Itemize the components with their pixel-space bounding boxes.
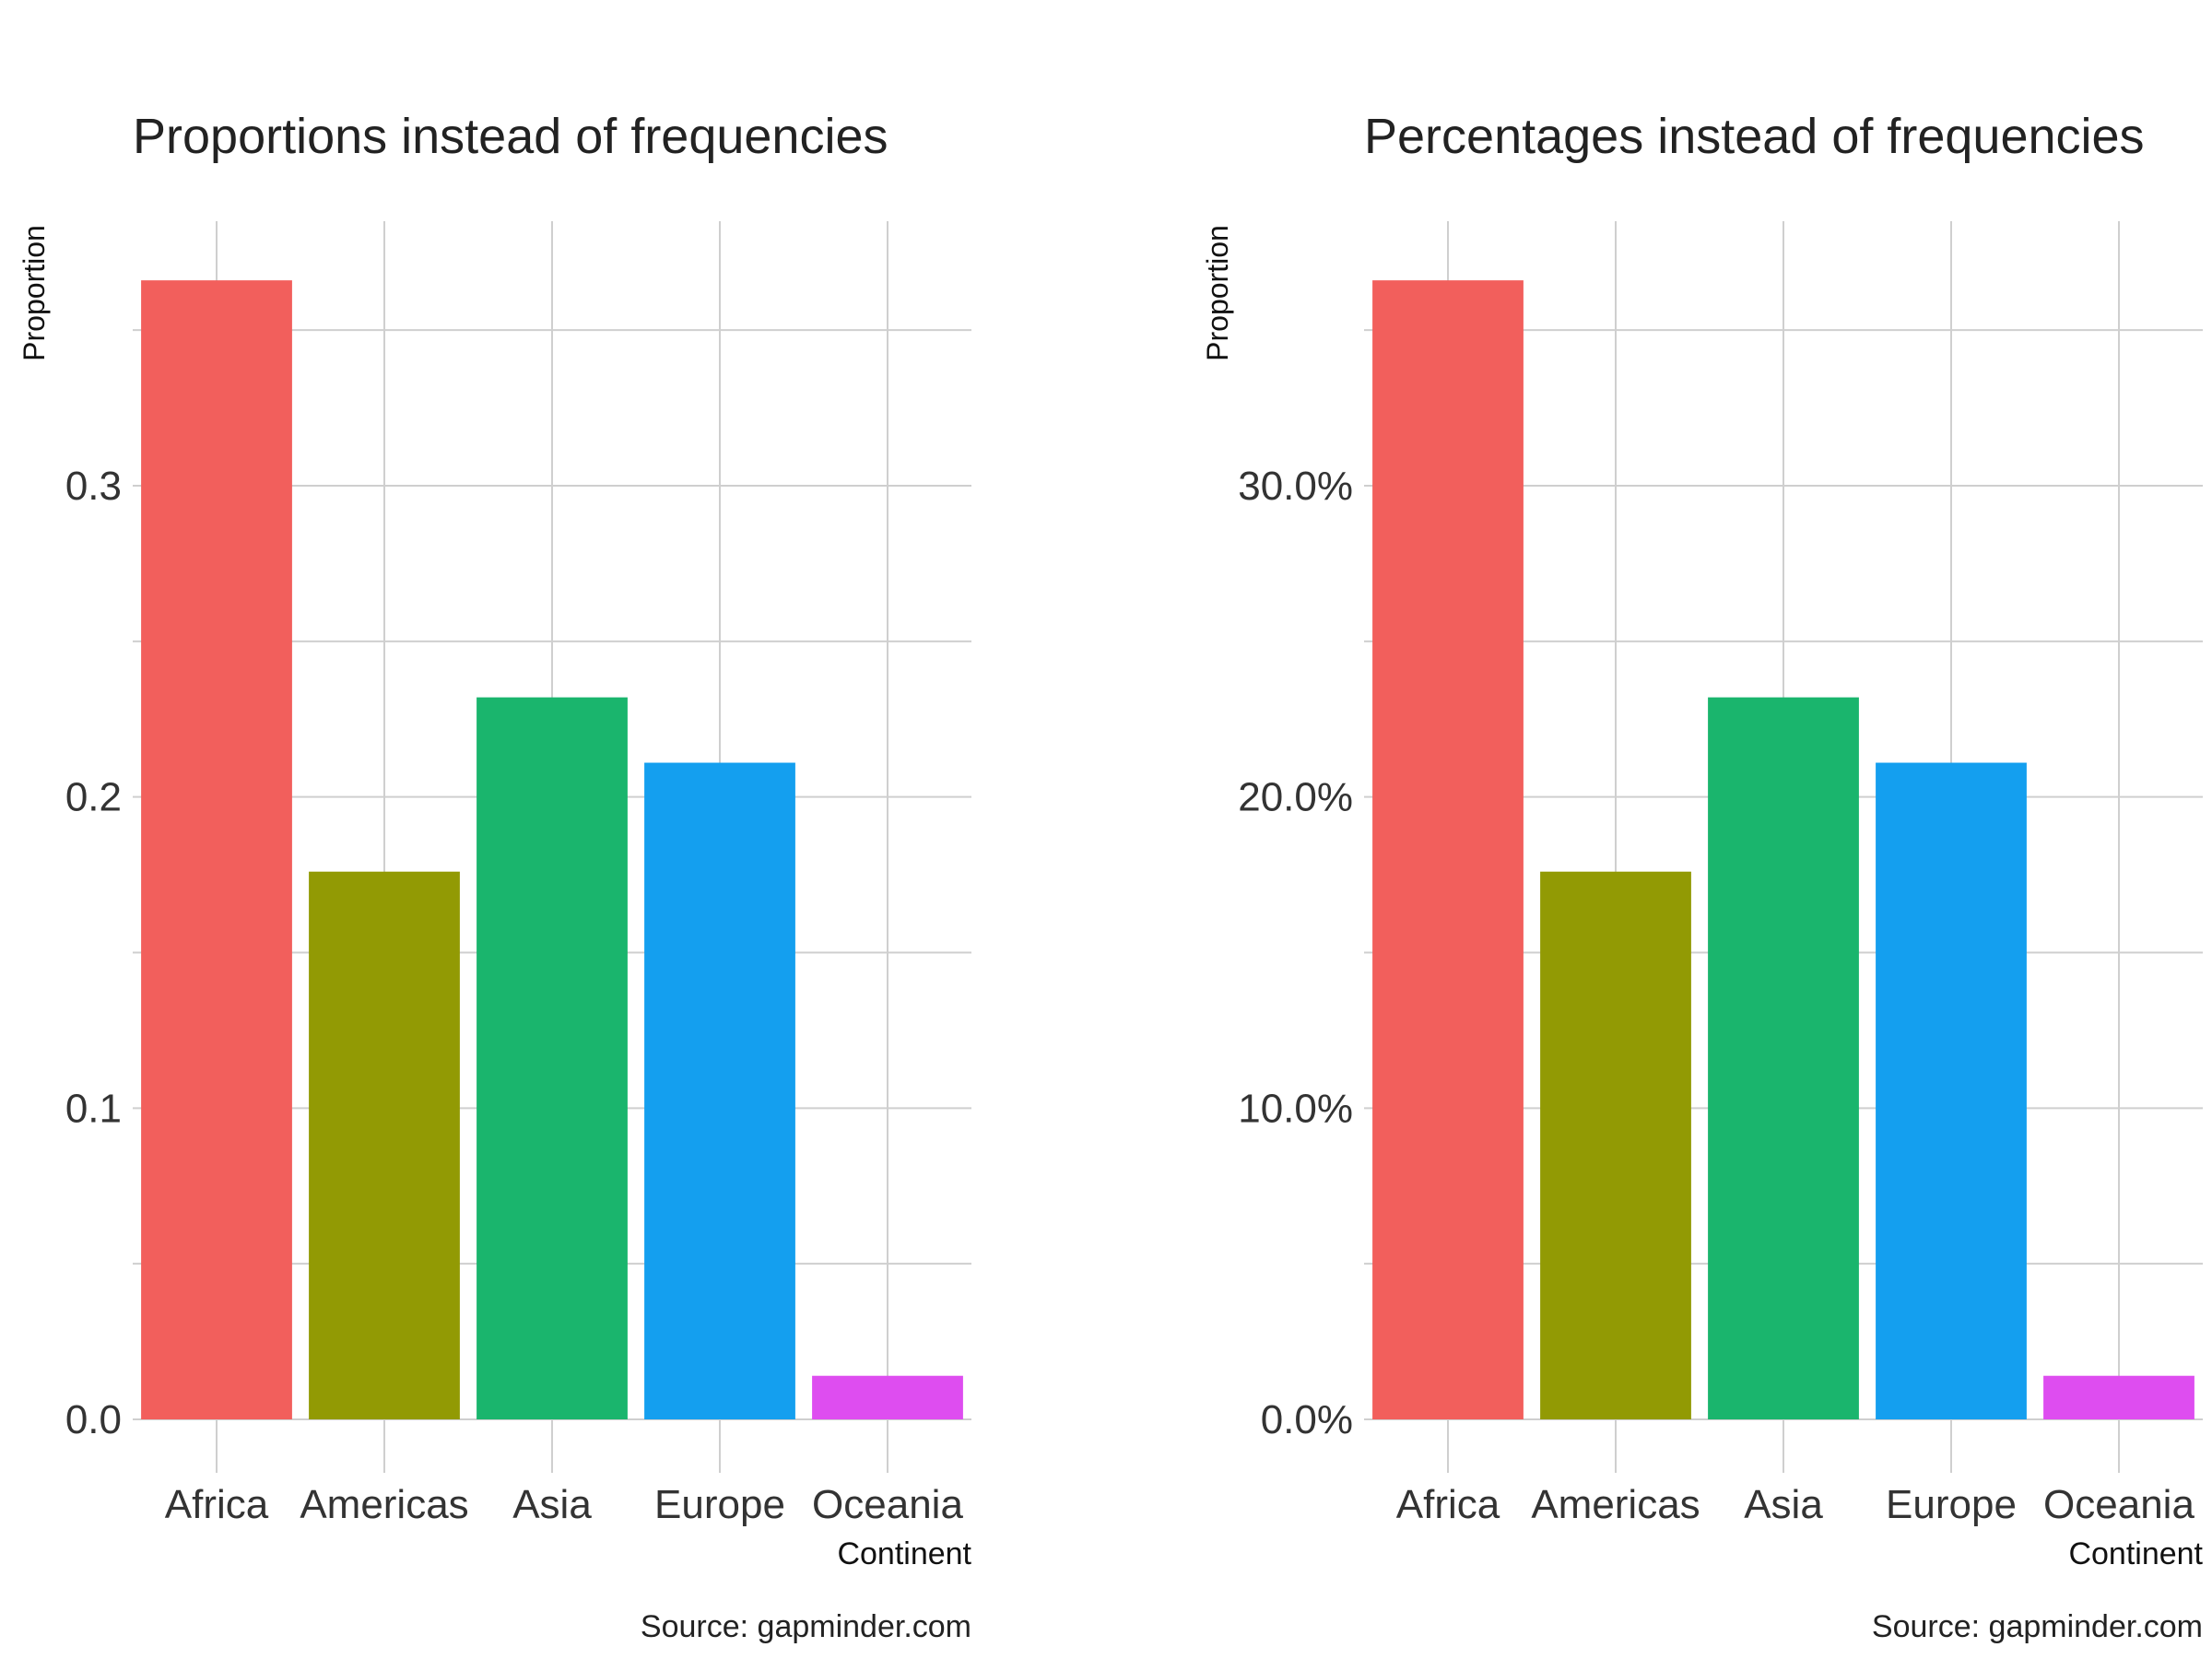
bar-americas xyxy=(1540,871,1691,1419)
x-axis-label: Continent xyxy=(837,1536,971,1571)
y-tick-label: 0.0% xyxy=(1261,1397,1353,1442)
chart-svg-percentages: 0.0% 10.0% 20.0% 30.0% Africa Americas Asia Eu… xyxy=(1201,109,2204,1644)
x-tick-labels: Africa Americas Asia Europe Oceania xyxy=(1396,1482,2195,1527)
chart-title: Percentages instead of frequencies xyxy=(1364,109,2145,164)
x-tick-label: Africa xyxy=(1396,1482,1500,1527)
source-caption: Source: gapminder.com xyxy=(641,1609,971,1644)
x-tick-label: Americas xyxy=(1531,1482,1700,1527)
y-tick-label: 0.3 xyxy=(65,464,122,509)
y-axis-label: Proportion xyxy=(18,225,51,361)
y-tick-label: 30.0% xyxy=(1238,464,1353,509)
bar-africa xyxy=(141,280,292,1419)
x-tick-labels: Africa Americas Asia Europe Oceania xyxy=(165,1482,964,1527)
y-tick-label: 20.0% xyxy=(1238,775,1353,820)
x-axis-label: Continent xyxy=(2068,1536,2203,1571)
bar-europe xyxy=(644,762,795,1419)
y-tick-labels: 0.0% 10.0% 20.0% 30.0% xyxy=(1238,464,1353,1442)
bar-asia xyxy=(1708,697,1859,1419)
bar-asia xyxy=(477,697,628,1419)
bar-africa xyxy=(1372,280,1524,1419)
x-tick-label: Oceania xyxy=(2043,1482,2194,1527)
source-caption: Source: gapminder.com xyxy=(1872,1609,2203,1644)
x-tick-label: Europe xyxy=(654,1482,785,1527)
x-tick-label: Asia xyxy=(512,1482,592,1527)
x-tick-label: Oceania xyxy=(812,1482,963,1527)
x-tick-label: Americas xyxy=(300,1482,468,1527)
x-tick-label: Africa xyxy=(165,1482,269,1527)
bars xyxy=(1372,280,2194,1419)
chart-panel-percentages: 0.0% 10.0% 20.0% 30.0% Africa Americas Asia Eu… xyxy=(1106,0,2212,1659)
y-tick-label: 0.1 xyxy=(65,1086,122,1131)
bar-europe xyxy=(1876,762,2027,1419)
chart-title: Proportions instead of frequencies xyxy=(133,109,888,164)
chart-panel-proportions: 0.0 0.1 0.2 0.3 Africa Americas Asia Europe Oce… xyxy=(18,109,972,1644)
bars xyxy=(141,280,963,1419)
x-tick-label: Asia xyxy=(1744,1482,1823,1527)
y-tick-labels: 0.0 0.1 0.2 0.3 xyxy=(65,464,122,1442)
y-tick-label: 10.0% xyxy=(1238,1086,1353,1131)
bar-oceania xyxy=(812,1375,963,1419)
y-axis-label: Proportion xyxy=(1201,225,1234,361)
y-tick-label: 0.2 xyxy=(65,775,122,820)
bar-oceania xyxy=(2043,1375,2194,1419)
y-tick-label: 0.0 xyxy=(65,1397,122,1442)
bar-americas xyxy=(309,871,460,1419)
chart-svg-proportions: 0.0 0.1 0.2 0.3 Africa Americas Asia Europe Oce… xyxy=(18,109,972,1644)
x-tick-label: Europe xyxy=(1886,1482,2017,1527)
